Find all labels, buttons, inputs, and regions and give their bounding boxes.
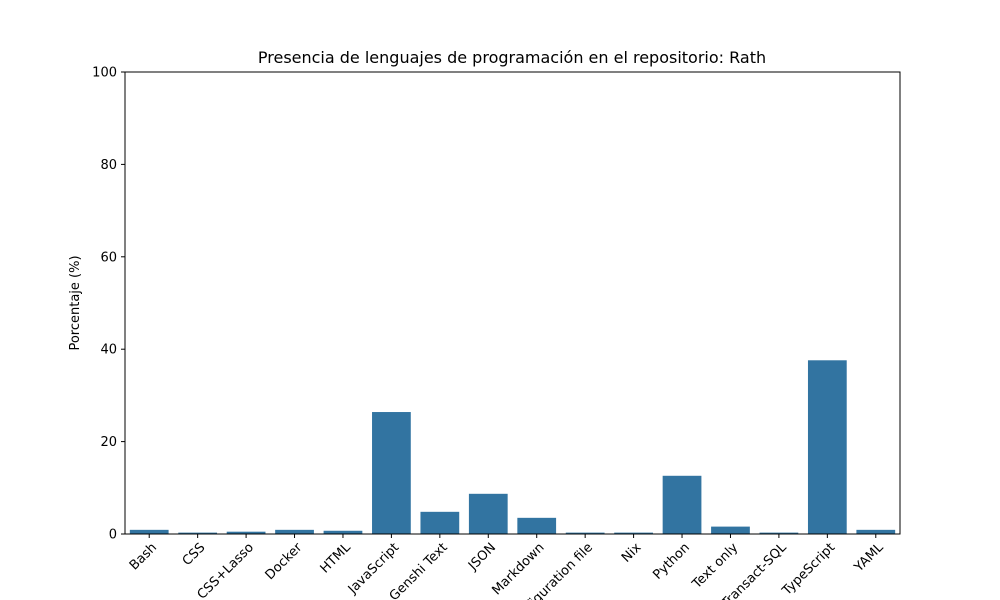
bar-1 xyxy=(178,532,218,534)
x-tick-label-10: Nix xyxy=(619,540,645,566)
plot-frame xyxy=(124,71,901,535)
x-tick-label-3: Docker xyxy=(263,540,306,583)
bar-9 xyxy=(565,532,605,534)
y-axis-ticks: 0 20 40 60 80 100 xyxy=(92,66,125,543)
x-tick-label-15: YAML xyxy=(851,540,887,576)
x-tick-label-7: JSON xyxy=(465,540,499,574)
x-tick-label-1: CSS xyxy=(180,540,209,569)
bar-13 xyxy=(759,532,799,534)
bar-8 xyxy=(517,517,557,534)
x-tick-label-4: HTML xyxy=(318,540,355,577)
y-tick-label-4: 80 xyxy=(100,158,117,173)
bar-10 xyxy=(614,532,653,534)
bar-0 xyxy=(129,529,169,534)
bar-3 xyxy=(275,529,314,534)
x-tick-label-0: Bash xyxy=(127,540,160,573)
y-tick-label-1: 20 xyxy=(100,435,117,450)
y-tick-label-5: 100 xyxy=(92,66,117,81)
bar-5 xyxy=(372,412,411,534)
bar-14 xyxy=(807,360,847,534)
bar-2 xyxy=(226,531,266,534)
bar-15 xyxy=(856,529,896,534)
y-axis-label: Porcentaje (%) xyxy=(68,255,83,350)
bar-11 xyxy=(662,475,702,534)
bar-4 xyxy=(323,530,363,534)
x-tick-label-11: Python xyxy=(650,540,692,582)
bars-group xyxy=(129,360,896,534)
y-tick-label-2: 40 xyxy=(100,343,117,358)
chart-title: Presencia de lenguajes de programación e… xyxy=(258,48,766,67)
bar-12 xyxy=(711,526,750,534)
bar-6 xyxy=(420,511,460,534)
y-tick-label-3: 60 xyxy=(100,250,117,265)
bar-7 xyxy=(468,493,508,534)
y-tick-label-0: 0 xyxy=(109,528,117,543)
